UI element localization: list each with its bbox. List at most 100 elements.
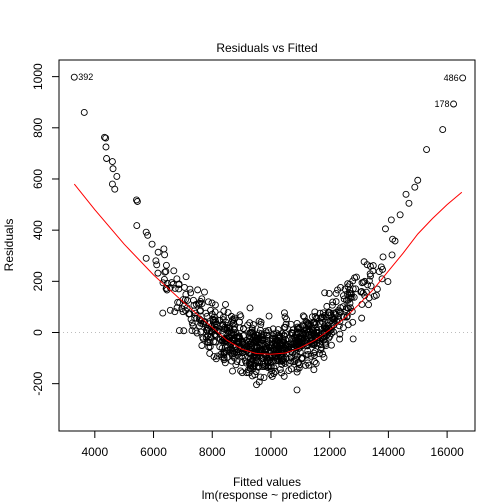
data-point: [224, 336, 232, 344]
data-point: [70, 73, 78, 81]
data-point: [321, 340, 329, 348]
data-point: [311, 358, 319, 366]
data-point: [211, 325, 219, 333]
data-point: [103, 155, 111, 162]
data-point: [269, 325, 277, 333]
data-point: [220, 356, 228, 364]
data-point: [203, 326, 211, 334]
data-point: [195, 300, 203, 308]
data-point: [252, 368, 260, 375]
data-point: [190, 301, 198, 309]
data-point: [229, 350, 236, 358]
data-point: [222, 301, 229, 308]
y-tick-label: -200: [31, 371, 45, 395]
data-point: [237, 367, 245, 375]
data-point: [160, 276, 168, 283]
data-point: [318, 313, 326, 321]
data-point: [263, 329, 270, 337]
data-point: [321, 289, 329, 297]
y-tick-label: 400: [31, 220, 45, 240]
data-point: [180, 327, 188, 335]
data-point: [170, 267, 178, 275]
data-point: [423, 146, 431, 154]
data-point: [311, 308, 319, 316]
data-point: [182, 291, 190, 298]
plot-area-frame: [58, 59, 476, 432]
data-point: [270, 330, 278, 338]
data-point: [109, 165, 117, 173]
y-tick-label: 0: [31, 329, 45, 336]
data-point: [367, 282, 375, 290]
data-point: [304, 347, 312, 355]
data-point: [312, 359, 320, 367]
data-point: [268, 373, 276, 380]
data-point: [206, 339, 214, 347]
data-point: [349, 335, 357, 343]
data-point: [260, 374, 268, 381]
data-point: [310, 329, 318, 337]
data-point: [161, 251, 169, 259]
data-point: [232, 361, 240, 369]
data-point: [199, 335, 207, 343]
data-point: [175, 285, 183, 293]
data-point: [339, 324, 347, 332]
data-point: [133, 222, 141, 229]
data-point: [239, 332, 247, 340]
data-point: [298, 335, 306, 342]
data-point: [153, 261, 161, 269]
data-point: [311, 321, 319, 329]
point-labels: 392 486 178: [78, 72, 458, 109]
data-point: [152, 257, 160, 265]
data-point: [270, 364, 278, 372]
data-point: [348, 307, 356, 315]
data-point: [142, 254, 150, 262]
y-tick-label: 800: [31, 117, 45, 137]
data-point: [332, 298, 340, 306]
data-point: [280, 372, 288, 380]
data-point: [351, 274, 359, 282]
data-point: [325, 325, 333, 333]
data-point: [318, 314, 326, 322]
data-point: [336, 330, 344, 338]
data-point: [154, 269, 162, 277]
data-point: [187, 315, 195, 323]
data-point: [247, 362, 255, 370]
data-point: [379, 253, 387, 261]
data-point: [168, 279, 176, 287]
data-point: [358, 279, 366, 287]
data-point: [281, 323, 289, 331]
data-point: [247, 349, 255, 357]
data-point: [260, 342, 268, 349]
data-point: [264, 337, 272, 345]
data-point: [159, 309, 167, 317]
data-point: [196, 307, 204, 315]
data-point: [304, 359, 312, 367]
data-point: [102, 134, 110, 142]
data-point: [211, 308, 219, 316]
data-point: [304, 319, 312, 327]
data-point: [336, 335, 344, 343]
data-point: [367, 272, 374, 280]
data-point: [344, 280, 352, 288]
data-point: [335, 308, 343, 316]
data-point: [281, 309, 288, 317]
point-label: 178: [435, 99, 450, 109]
data-point: [325, 308, 333, 316]
data-point: [202, 333, 210, 341]
data-point: [247, 364, 255, 372]
data-point: [459, 74, 467, 82]
data-point: [281, 333, 288, 340]
data-point: [236, 324, 244, 332]
data-point: [299, 312, 307, 320]
data-point: [229, 367, 236, 375]
data-point: [358, 314, 366, 322]
data-point: [169, 280, 177, 288]
data-point: [229, 317, 236, 325]
x-tick-label: 16000: [430, 445, 464, 459]
data-point: [276, 342, 284, 350]
data-point: [271, 367, 279, 375]
scatter-points: [70, 73, 467, 394]
data-point: [133, 196, 140, 204]
y-tick-label: 200: [31, 271, 45, 291]
